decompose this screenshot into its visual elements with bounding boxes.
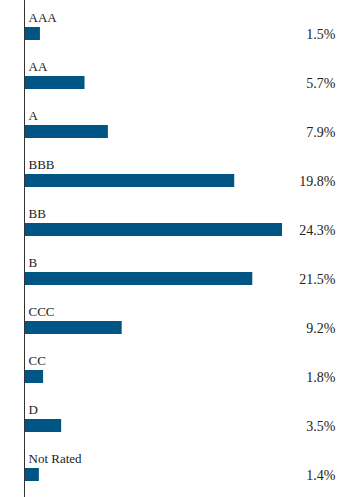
svg-text:21.5%: 21.5% bbox=[299, 272, 336, 287]
svg-text:CC: CC bbox=[29, 353, 46, 368]
svg-text:A: A bbox=[29, 108, 39, 123]
svg-text:7.9%: 7.9% bbox=[306, 125, 336, 140]
svg-text:AAA: AAA bbox=[29, 10, 58, 25]
svg-text:9.2%: 9.2% bbox=[306, 321, 336, 336]
svg-text:1.5%: 1.5% bbox=[306, 27, 336, 42]
svg-text:24.3%: 24.3% bbox=[299, 223, 336, 238]
svg-text:D: D bbox=[29, 402, 38, 417]
svg-text:19.8%: 19.8% bbox=[299, 174, 336, 189]
svg-text:AA: AA bbox=[29, 59, 48, 74]
svg-text:1.4%: 1.4% bbox=[306, 468, 336, 483]
svg-text:5.7%: 5.7% bbox=[306, 76, 336, 91]
svg-text:3.5%: 3.5% bbox=[306, 419, 336, 434]
svg-text:BBB: BBB bbox=[29, 157, 55, 172]
svg-text:Not Rated: Not Rated bbox=[29, 451, 83, 466]
svg-text:1.8%: 1.8% bbox=[306, 370, 336, 385]
svg-text:CCC: CCC bbox=[29, 304, 55, 319]
svg-text:B: B bbox=[29, 255, 38, 270]
svg-text:BB: BB bbox=[29, 206, 47, 221]
